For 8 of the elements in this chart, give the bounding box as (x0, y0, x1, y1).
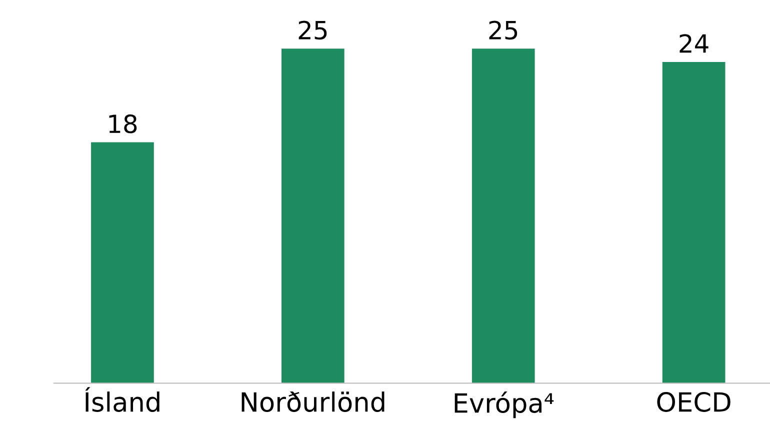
data-label: 25 (298, 20, 327, 40)
data-label: 25 (489, 20, 518, 40)
data-label: 24 (680, 34, 708, 53)
x-tick-label: OECD (657, 392, 730, 412)
x-tick-label: Evrópa⁴ (454, 392, 554, 418)
x-tick-label: Norðurlönd (242, 392, 384, 412)
x-tick-label: Ísland (85, 387, 160, 412)
data-label: 18 (109, 114, 137, 134)
